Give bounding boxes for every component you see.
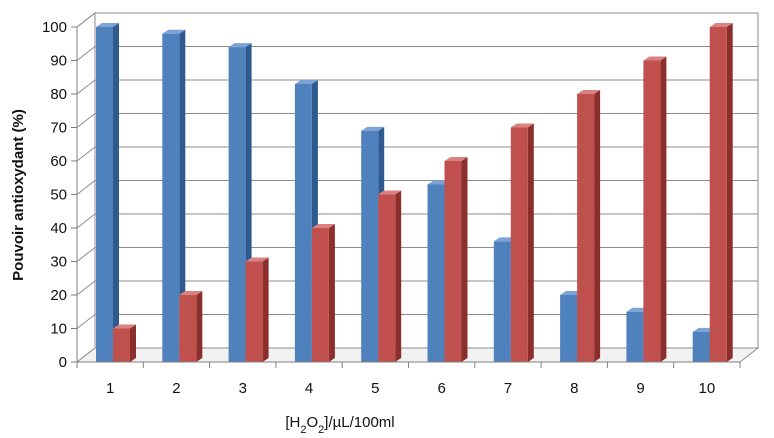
bar-series-1-top [294,79,318,84]
x-tick-label: 10 [699,380,716,397]
y-tick-label: 40 [50,220,67,237]
x-tick-label: 9 [636,380,644,397]
x-tick-label: 5 [371,380,379,397]
gridline [76,180,758,195]
bar-series-2-top [179,291,203,295]
gridline [76,79,758,95]
gridline [76,213,758,229]
gridline [76,280,758,296]
gridline [76,314,758,329]
bar-series-2-top [311,224,335,228]
bar-series-1 [626,311,644,362]
x-tick-label: 3 [239,380,247,397]
bar-series-2-side [262,257,269,362]
bar-series-1-side [113,23,119,362]
bar-series-2-top [113,324,136,329]
x-tick-label: 7 [504,380,512,397]
bar-series-2 [577,94,595,362]
y-axis-title: Pouvoir antioxydant (%) [10,109,27,281]
bar-series-2-side [130,324,136,362]
bar-series-2-side [461,157,468,362]
bar-series-1 [427,184,445,362]
bar-series-2-side [328,224,335,362]
bar-series-2-top [643,56,667,61]
x-tick-label: 4 [305,380,313,397]
axes [71,26,741,368]
y-tick-label: 10 [50,321,67,338]
y-tick-label: 100 [42,19,67,36]
bar-series-2 [179,295,197,362]
y-tick-label: 30 [50,254,67,271]
bar-series-2 [709,27,727,362]
bar-series-2-top [245,257,269,262]
x-tick-label: 1 [106,380,114,397]
y-tick-label: 80 [50,86,67,103]
x-axis-title-prefix: [H [285,414,300,431]
bar-series-2-side [660,56,667,362]
bar-series-2-top [709,23,733,27]
bar-series-2 [643,60,661,362]
x-axis-title-suffix: ]/µL/100ml [324,414,394,431]
x-axis-title-sub2: 2 [318,424,324,436]
bar-series-2-top [444,157,468,161]
tick-labels: 0 10 20 30 40 50 60 70 80 90 100 1 2 3 4 5 6 7 8 9 10 [42,19,715,397]
x-axis-title-sub1: 2 [300,424,306,436]
bar-series-2-side [726,23,733,362]
bar-series-1-top [96,23,119,27]
bar-series-2-side [527,123,534,362]
bar-series-2-side [196,291,203,362]
y-tick-label: 50 [50,187,67,204]
bar-series-1-top [361,126,385,131]
bar-series-1-top [162,29,186,34]
bar-series-1-top [228,43,252,48]
y-tick-label: 20 [50,287,67,304]
bar-series-1 [294,83,312,362]
bar-series-2 [311,228,329,362]
bar-series-1-side [179,29,186,362]
x-tick-label: 2 [172,380,180,397]
gridline [76,113,758,128]
x-tick-label: 6 [437,380,445,397]
gridline [76,12,758,28]
y-tick-label: 0 [59,354,67,371]
gridline [76,247,758,262]
x-axis-title: [H2O2]/µL/100ml [285,414,394,436]
y-tick-label: 90 [50,53,67,70]
bar-series-1 [96,27,113,362]
bar-series-1 [361,130,379,362]
bar-series-1 [493,241,511,362]
bar-series-2-top [577,90,601,94]
x-axis-title-mid: O [306,414,318,431]
bar-series-2 [444,161,462,362]
bar-series-1 [560,295,578,362]
y-tick-label: 60 [50,153,67,170]
x-tick-label: 8 [570,380,578,397]
bar-series-2 [245,261,263,362]
bar-series-2-side [594,90,601,362]
bar-series-2 [510,127,528,362]
bar-series-2 [113,328,130,362]
bars [96,23,733,362]
bar-series-2-side [395,190,402,362]
gridline [76,146,758,162]
bar-series-2 [378,194,396,362]
y-tick-label: 70 [50,120,67,137]
bar-series-1 [692,331,710,362]
gridline [76,46,758,61]
bar-series-2-top [510,123,534,128]
gridlines [76,12,758,329]
bar-series-1 [162,33,180,362]
bar-series-1 [228,47,246,362]
bar-series-2-top [378,190,402,195]
